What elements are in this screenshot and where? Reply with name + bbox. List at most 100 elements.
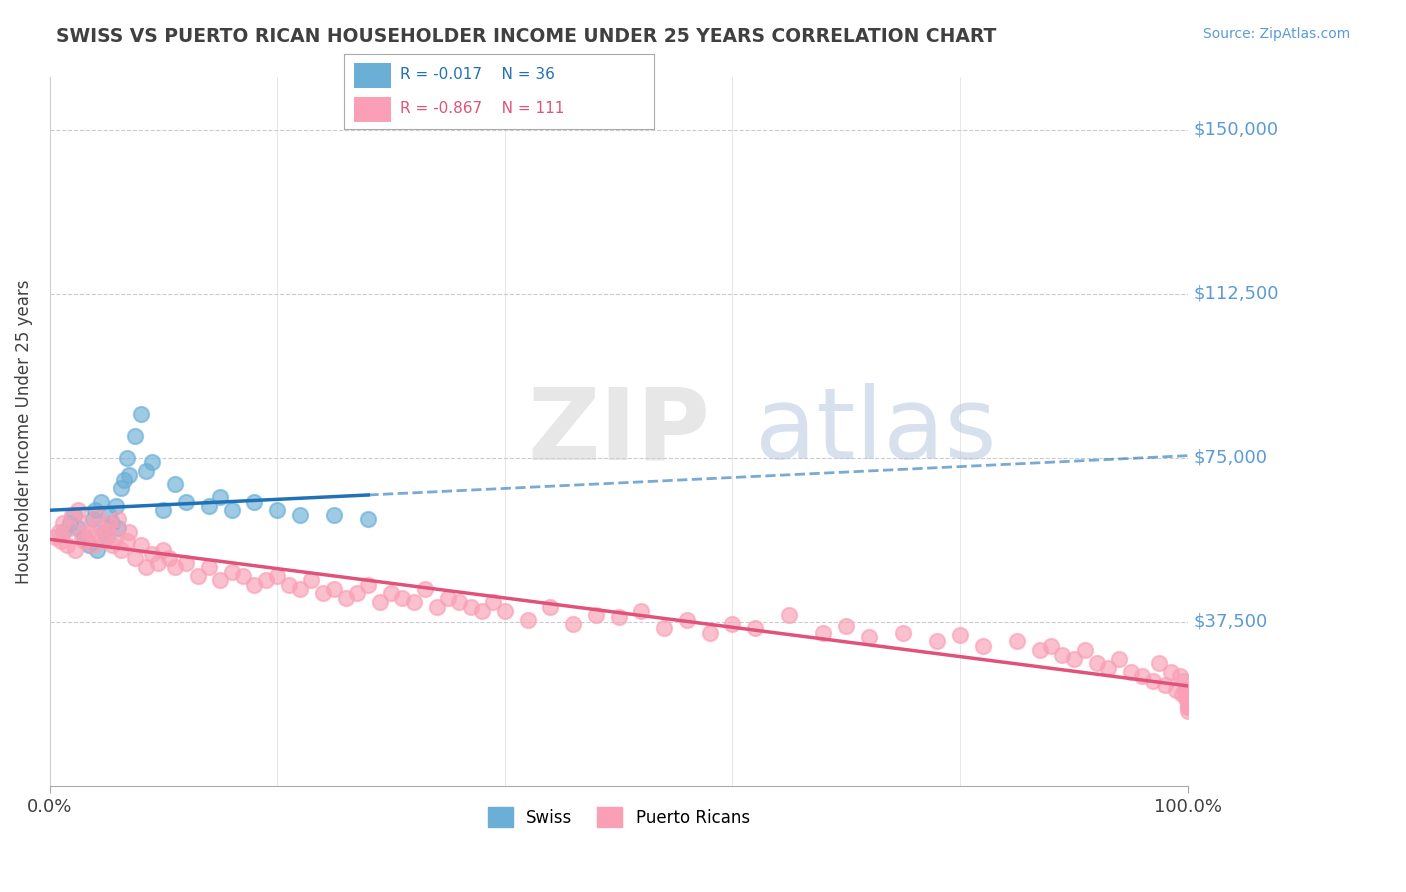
Point: [1174, 682, 1197, 697]
Point: [357, 577, 380, 591]
Point: [107, 512, 129, 526]
Point: [163, 477, 186, 491]
Point: [82, 512, 104, 526]
Point: [115, 533, 138, 548]
Point: [55, 538, 77, 552]
Point: [221, 565, 243, 579]
Point: [96, 525, 118, 540]
Point: [323, 582, 346, 596]
Point: [101, 538, 124, 552]
Point: [630, 604, 652, 618]
Point: [1177, 700, 1199, 714]
Text: R = -0.017    N = 36: R = -0.017 N = 36: [401, 67, 555, 82]
Point: [62, 508, 84, 522]
Point: [93, 525, 115, 540]
Point: [209, 490, 232, 504]
Point: [152, 542, 174, 557]
Point: [402, 595, 425, 609]
Text: $112,500: $112,500: [1194, 285, 1279, 303]
Point: [1040, 639, 1063, 653]
Point: [52, 525, 75, 540]
Point: [357, 512, 380, 526]
Point: [277, 577, 299, 591]
Point: [335, 591, 357, 605]
Point: [97, 508, 120, 522]
Point: [73, 530, 96, 544]
Point: [90, 521, 112, 535]
Point: [1171, 687, 1194, 701]
Point: [1177, 700, 1199, 714]
Point: [835, 619, 858, 633]
Point: [110, 482, 132, 496]
Point: [48, 525, 70, 540]
Point: [1142, 673, 1164, 688]
Point: [891, 625, 914, 640]
Text: atlas: atlas: [755, 383, 997, 480]
Point: [44, 530, 66, 544]
Point: [721, 617, 744, 632]
Point: [73, 533, 96, 548]
Point: [86, 508, 108, 522]
Point: [1028, 643, 1050, 657]
Point: [84, 503, 107, 517]
Text: R = -0.867    N = 111: R = -0.867 N = 111: [401, 101, 565, 116]
Point: [141, 455, 163, 469]
Point: [1097, 661, 1119, 675]
Point: [209, 574, 232, 588]
Point: [1119, 665, 1142, 679]
Text: SWISS VS PUERTO RICAN HOUSEHOLDER INCOME UNDER 25 YEARS CORRELATION CHART: SWISS VS PUERTO RICAN HOUSEHOLDER INCOME…: [56, 27, 997, 45]
Point: [59, 521, 82, 535]
Point: [323, 508, 346, 522]
Point: [163, 560, 186, 574]
Point: [266, 569, 288, 583]
Point: [562, 617, 585, 632]
Point: [676, 613, 699, 627]
Point: [129, 538, 152, 552]
Point: [1177, 691, 1199, 706]
Point: [266, 503, 288, 517]
Point: [312, 586, 335, 600]
Y-axis label: Householder Income Under 25 years: Householder Income Under 25 years: [15, 279, 32, 584]
Point: [82, 538, 104, 552]
Point: [93, 533, 115, 548]
Bar: [354, 97, 391, 122]
Point: [1085, 657, 1108, 671]
Point: [368, 595, 391, 609]
Point: [858, 630, 880, 644]
Point: [346, 586, 368, 600]
Point: [1160, 665, 1182, 679]
Point: [124, 429, 146, 443]
Point: [152, 503, 174, 517]
Point: [1147, 657, 1170, 671]
Point: [187, 569, 209, 583]
Point: [652, 621, 675, 635]
Point: [1168, 669, 1191, 683]
Point: [107, 521, 129, 535]
Text: $37,500: $37,500: [1194, 613, 1268, 631]
Point: [79, 538, 101, 552]
Point: [52, 516, 75, 531]
Point: [607, 610, 630, 624]
Point: [129, 407, 152, 421]
Point: [288, 582, 311, 596]
Point: [110, 542, 132, 557]
Point: [221, 503, 243, 517]
Point: [86, 542, 108, 557]
Point: [1177, 687, 1199, 701]
Point: [460, 599, 482, 614]
Point: [232, 569, 254, 583]
Point: [96, 530, 118, 544]
Point: [927, 634, 949, 648]
Point: [254, 574, 277, 588]
Point: [778, 608, 800, 623]
Point: [1177, 696, 1199, 710]
Point: [84, 530, 107, 544]
Point: [1130, 669, 1153, 683]
Point: [104, 530, 127, 544]
Point: [118, 525, 141, 540]
Point: [59, 516, 82, 531]
Point: [101, 516, 124, 531]
Point: [124, 551, 146, 566]
Point: [104, 499, 127, 513]
Point: [174, 556, 197, 570]
